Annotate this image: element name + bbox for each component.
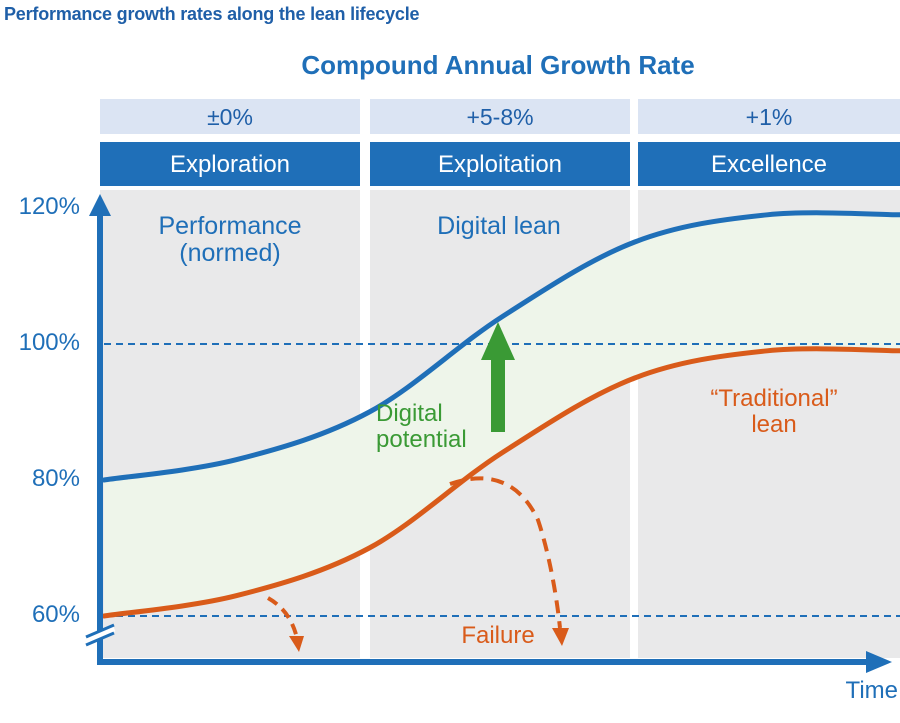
digital-potential-label-line1: Digital bbox=[376, 400, 443, 427]
failure-arrow-large bbox=[449, 476, 562, 629]
y-tick-label: 60% bbox=[32, 601, 80, 628]
y-axis-title-line1: Performance bbox=[158, 212, 301, 240]
digital-potential-arrow bbox=[481, 322, 515, 432]
digital-potential-label-line2: potential bbox=[376, 426, 467, 453]
axis-break-mark bbox=[85, 623, 115, 639]
cagr-label-excellence: +1% bbox=[746, 104, 793, 130]
cagr-box-excellence bbox=[638, 99, 900, 134]
y-tick-label: 100% bbox=[19, 329, 80, 356]
phase-label-exploitation: Exploitation bbox=[438, 151, 562, 178]
cagr-label-exploitation: +5-8% bbox=[466, 104, 533, 130]
phase-label-excellence: Excellence bbox=[711, 151, 827, 178]
axes bbox=[84, 194, 892, 673]
chart-title: Compound Annual Growth Rate bbox=[301, 50, 694, 80]
phase-header-row: Exploration Exploitation Excellence bbox=[100, 142, 900, 186]
series-label-digital-lean: Digital lean bbox=[437, 212, 561, 240]
phase-label-exploration: Exploration bbox=[170, 151, 290, 178]
digital-potential-arrow-head bbox=[481, 322, 515, 360]
x-axis-arrowhead bbox=[866, 651, 892, 673]
x-axis-label: Time bbox=[846, 677, 898, 704]
series-line-traditional-lean bbox=[101, 346, 900, 619]
phase-header-excellence bbox=[638, 142, 900, 186]
series-label-traditional-line2: lean bbox=[751, 411, 796, 438]
cagr-label-exploration: ±0% bbox=[207, 104, 253, 130]
failure-arrow-large-head bbox=[552, 628, 569, 646]
phase-header-exploration bbox=[100, 142, 360, 186]
cagr-box-exploration bbox=[100, 99, 360, 134]
figure-title: Performance growth rates along the lean … bbox=[4, 4, 420, 24]
y-axis-title-line2: (normed) bbox=[179, 239, 280, 267]
failure-arrow-small-head bbox=[289, 636, 304, 652]
y-tick-label: 120% bbox=[19, 193, 80, 220]
axis-break-mark bbox=[84, 624, 116, 644]
failure-arrow-small bbox=[266, 596, 299, 639]
failure-label: Failure bbox=[461, 622, 534, 649]
y-axis-arrowhead bbox=[89, 194, 111, 216]
digital-potential-arrow-shaft bbox=[491, 358, 505, 432]
series-line-digital-lean bbox=[101, 210, 900, 483]
series-label-traditional-line1: “Traditional” bbox=[710, 385, 837, 412]
cagr-row: ±0% +5-8% +1% bbox=[100, 99, 900, 134]
failure-arrows bbox=[266, 476, 569, 652]
y-tick-labels: 120% 100% 80% 60% bbox=[19, 193, 80, 628]
axis-break-mark bbox=[85, 631, 115, 647]
phase-header-exploitation bbox=[370, 142, 630, 186]
cagr-box-exploitation bbox=[370, 99, 630, 134]
y-tick-label: 80% bbox=[32, 465, 80, 492]
